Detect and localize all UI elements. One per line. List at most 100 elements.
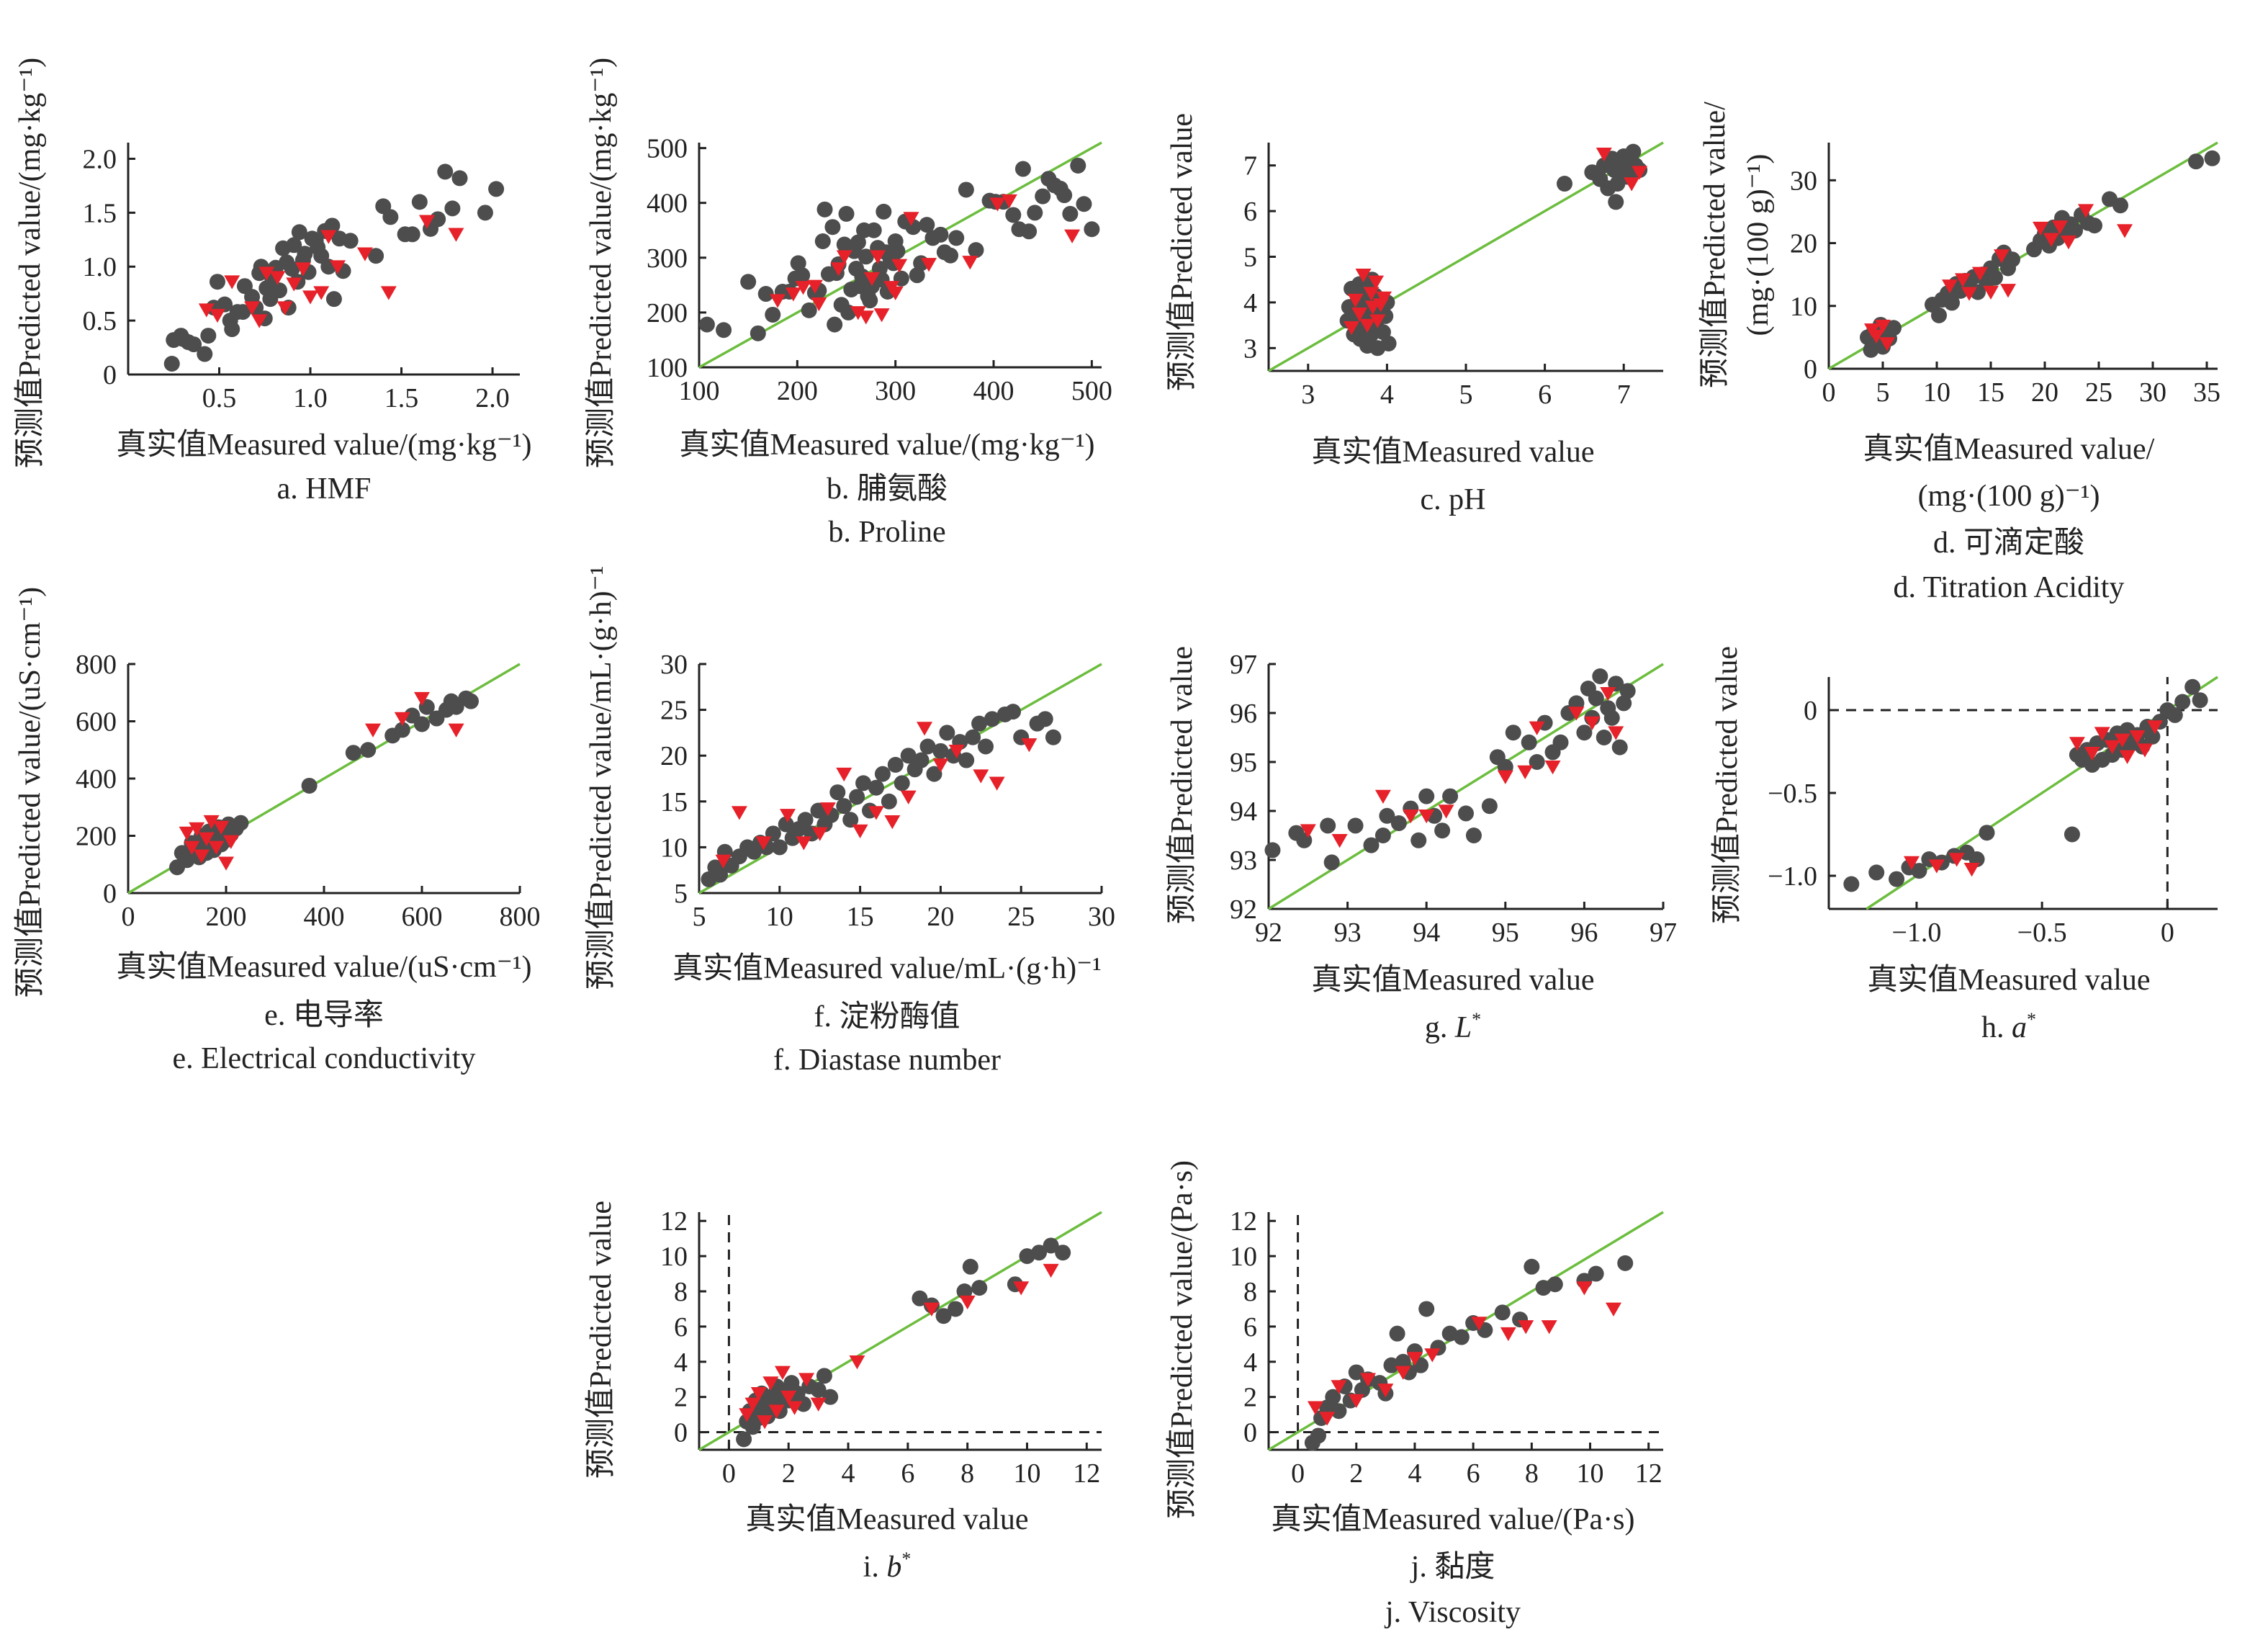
panel-c-point-test (1359, 318, 1375, 333)
panel-d-point-test (1983, 285, 1999, 300)
panel-b-x-tick-label: 400 (973, 376, 1014, 406)
panel-a-point-train (342, 233, 359, 249)
panel-a: 0.5 1.0 1.5 2.0 0 0.5 1.0 1.5 2.0 预测值Predicted v… (14, 58, 532, 506)
panel-i-plot-area: 0 2 4 6 8 10 12 0 2 4 6 8 10 12 (660, 1206, 1102, 1489)
panel-h-y-tick-label: −0.5 (1768, 779, 1817, 809)
panel-i-point-test (762, 1376, 779, 1391)
panel-f-xlabel: 真实值Measured value/mL·(g·h)⁻¹ (672, 951, 1102, 985)
panel-h-y-tick-label: 0 (1804, 696, 1817, 726)
panel-g-xlabel: 真实值Measured value (1311, 963, 1594, 997)
panel-f-point-train (797, 812, 814, 828)
panel-f-point-test (852, 824, 868, 838)
panel-e-point-train (179, 852, 195, 869)
panel-a-ylabel: 预测值Predicted value/(mg·kg⁻¹) (14, 58, 47, 468)
panel-i-point-test (774, 1366, 791, 1380)
panel-d-point-test (2052, 220, 2068, 235)
panel-j-point-train (1310, 1427, 1327, 1444)
panel-g-y-tick-label: 92 (1230, 895, 1257, 925)
panel-i-y-tick-label: 8 (674, 1277, 688, 1307)
panel-f-point-train (958, 752, 975, 768)
panel-g-y-tick-label: 94 (1230, 797, 1257, 827)
panel-f-point-test (779, 809, 796, 823)
panel-i-point-test (757, 1415, 773, 1430)
panel-d-point-train (2004, 251, 2020, 268)
panel-b-point-test (811, 297, 827, 312)
panel-j-point-train (1617, 1255, 1634, 1271)
panel-h-y-tick-label: −1.0 (1768, 861, 1817, 892)
panel-e-point-test (179, 826, 195, 840)
panel-i: 0 2 4 6 8 10 12 0 2 4 6 8 10 12 预测值Predicted value 真实… (585, 1201, 1102, 1584)
panel-i-point-test (1013, 1281, 1030, 1296)
panel-h-point-test (2119, 750, 2136, 764)
panel-f-point-train (829, 784, 846, 801)
panel-a-point-train (291, 224, 307, 241)
panel-g-point-test (1418, 810, 1435, 824)
panel-i-point-test (810, 1397, 827, 1412)
panel-g-point-train (1374, 828, 1391, 843)
panel-b-point-train (1070, 157, 1086, 174)
panel-f-point-test (1021, 738, 1038, 753)
panel-f-point-train (712, 866, 729, 883)
panel-i-point-train (956, 1283, 973, 1299)
panel-j-y-tick-label: 8 (1243, 1277, 1257, 1307)
panel-g-point-train (1576, 725, 1593, 741)
panel-c: 3 4 5 6 7 3 4 5 6 7 预测值Predicted value 真实值Measure… (1166, 113, 1664, 516)
panel-g-point-test (1300, 824, 1316, 838)
panel-g-point-train (1418, 788, 1435, 804)
panel-j-x-tick-label: 12 (1635, 1458, 1662, 1489)
panel-a-point-test (418, 215, 435, 229)
panel-a-point-train (197, 346, 213, 362)
panel-e-point-test (213, 820, 230, 835)
panel-d-point-test (2061, 236, 2076, 250)
panel-a-point-test (198, 303, 215, 318)
panel-f-point-test (900, 790, 917, 804)
panel-d-y-tick-label: 20 (1790, 229, 1817, 259)
panel-i-x-tick-label: 8 (960, 1458, 974, 1489)
panel-i-y-tick-label: 2 (674, 1383, 688, 1413)
panel-a-point-test (286, 277, 302, 292)
panel-a-point-test (276, 301, 293, 315)
panel-f-point-test (715, 854, 732, 869)
panel-d: 0 5 10 15 20 25 30 35 0 10 20 30 预测值Predicted value… (1698, 102, 2220, 604)
panel-b-point-test (863, 272, 880, 287)
panel-i-point-train (935, 1308, 952, 1324)
panel-a-point-train (297, 246, 313, 262)
panel-b-x-tick-label: 500 (1071, 376, 1112, 406)
panel-e-x-tick-label: 0 (122, 902, 135, 932)
panel-a-y-tick-label: 0 (103, 360, 117, 390)
panel-b-point-test (836, 250, 852, 264)
panel-b-point-train (794, 267, 811, 284)
panel-a-point-test (320, 230, 337, 244)
panel-d-point-test (1972, 266, 1988, 281)
panel-f-x-tick-label: 30 (1088, 902, 1115, 932)
panel-b-x-tick-label: 200 (777, 376, 818, 406)
panel-f-point-test (989, 776, 1005, 791)
panel-g-y-tick-label: 97 (1230, 650, 1257, 680)
panel-b-point-test (850, 306, 866, 320)
panel-f-x-tick-label: 5 (693, 902, 706, 932)
panel-g-point-train (1481, 798, 1498, 815)
panel-c-plot-area: 3 4 5 6 7 3 4 5 6 7 (1243, 141, 1664, 410)
panel-a-point-train (271, 282, 288, 299)
panel-g-point-test (1403, 810, 1419, 824)
panel-b-point-train (698, 316, 715, 333)
panel-g-x-tick-label: 93 (1334, 918, 1362, 948)
panel-j-point-test (1500, 1327, 1516, 1342)
panel-c-point-test (1376, 291, 1392, 306)
panel-e-point-train (301, 777, 318, 794)
panel-b-point-train (958, 181, 974, 198)
panel-j-y-tick-label: 6 (1243, 1312, 1257, 1342)
panel-i-point-train (1019, 1248, 1035, 1265)
panel-b-point-test (1064, 229, 1081, 243)
panel-e-point-train (233, 815, 249, 831)
panel-e-point-test (194, 849, 210, 864)
panel-d-x-tick-label: 30 (2139, 377, 2166, 408)
panel-i-x-tick-label: 2 (782, 1458, 796, 1489)
panel-d-x-tick-label: 10 (1923, 377, 1950, 408)
panel-b-point-train (865, 222, 882, 238)
panel-d-point-test (2117, 224, 2133, 238)
panel-g-point-train (1619, 683, 1636, 699)
panel-d-point-test (2043, 233, 2059, 247)
panel-i-xlabel: 真实值Measured value (745, 1502, 1028, 1536)
